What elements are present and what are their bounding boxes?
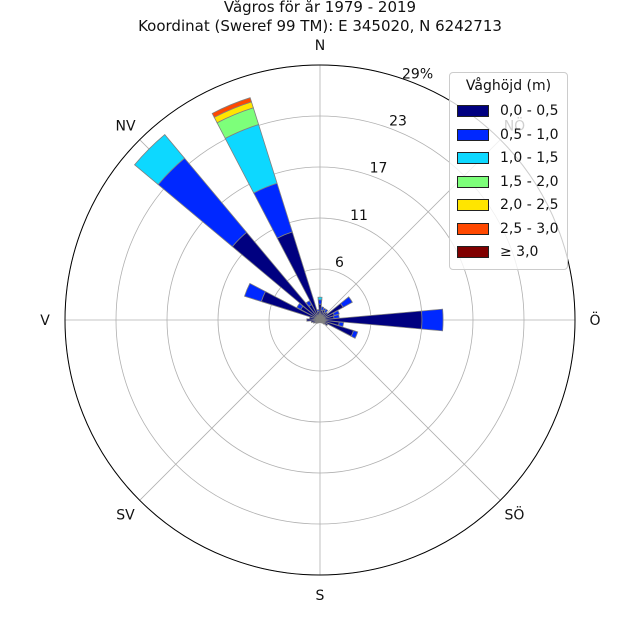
bar-segment-3-1 — [323, 308, 329, 314]
bar-segment-6-1 — [332, 310, 340, 317]
legend-entry: 2,5 - 3,0 — [457, 219, 558, 239]
legend-entry: ≥ 3,0 — [457, 242, 538, 262]
bar-segment-27-1 — [296, 302, 304, 310]
radial-tick-label-4: 29% — [402, 66, 433, 82]
chart-title-line-1: Vågros för år 1979 - 2019 — [223, 0, 417, 16]
direction-label-w: V — [40, 313, 50, 329]
bar-segment-28-1 — [157, 157, 248, 248]
legend-swatch — [457, 222, 489, 235]
legend-entry: 0,5 - 1,0 — [457, 125, 558, 145]
bar-segment-26-1 — [243, 282, 266, 303]
legend-label: ≥ 3,0 — [500, 244, 539, 260]
direction-label-sw: SV — [116, 507, 135, 523]
legend-entry: 2,0 - 2,5 — [457, 195, 558, 215]
direction-label-s: S — [316, 588, 325, 604]
legend-swatch — [457, 152, 489, 164]
bar-segment-1-1 — [320, 306, 325, 312]
bar-segment-8-1 — [421, 308, 444, 332]
bar-segment-31-1 — [316, 309, 320, 313]
grid-spoke-225 — [139, 319, 321, 501]
legend-entry: 1,5 - 2,0 — [457, 172, 558, 192]
direction-label-n: N — [315, 38, 325, 54]
bar-segment-24-0 — [306, 318, 321, 322]
chart-title-line-2: Koordinat (Sweref 99 TM): E 345020, N 62… — [138, 17, 502, 35]
legend-swatch — [457, 199, 489, 211]
bar-segment-0-2 — [317, 296, 323, 301]
bar-segment-10-1 — [350, 330, 359, 339]
bar-segment-0-1 — [317, 299, 323, 305]
direction-label-se: SÖ — [505, 505, 525, 523]
bar-segment-28-2 — [134, 134, 186, 186]
legend: Våghöjd (m) 0,0 - 0,5 0,5 - 1,0 1,0 - 1,5 1… — [449, 72, 568, 270]
legend-label: 2,0 - 2,5 — [500, 197, 559, 213]
bar-segment-28-0 — [231, 231, 321, 321]
legend-label: 0,0 - 0,5 — [500, 103, 559, 119]
bar-segment-30-1 — [253, 182, 293, 239]
outer-circle — [64, 64, 576, 576]
radial-tick-label-3: 23 — [389, 114, 407, 130]
legend-swatch — [457, 175, 489, 188]
legend-label: 0,5 - 1,0 — [500, 126, 559, 143]
legend-label: 1,0 - 1,5 — [500, 150, 559, 166]
bar-segment-29-1 — [305, 300, 313, 307]
radial-tick-label-0: 6 — [335, 255, 344, 271]
radial-tick-label-2: 17 — [370, 161, 388, 177]
legend-swatch — [457, 128, 489, 141]
bar-segment-5-1 — [339, 296, 353, 308]
radial-tick-label-1: 11 — [350, 208, 368, 224]
direction-label-nw: NV — [116, 119, 136, 135]
legend-title: Våghöjd (m) — [465, 78, 552, 94]
legend-entry: 1,0 - 1,5 — [457, 148, 558, 168]
direction-label-e: Ö — [589, 311, 600, 329]
legend-entry: 0,0 - 0,5 — [457, 101, 558, 121]
legend-swatch — [457, 105, 489, 117]
bar-segment-9-1 — [338, 321, 345, 328]
bar-segment-30-5 — [211, 97, 252, 118]
legend-label: 1,5 - 2,0 — [500, 173, 559, 190]
legend-swatch — [457, 246, 489, 258]
grid-spoke-135 — [319, 319, 501, 501]
legend-label: 2,5 - 3,0 — [500, 220, 559, 237]
